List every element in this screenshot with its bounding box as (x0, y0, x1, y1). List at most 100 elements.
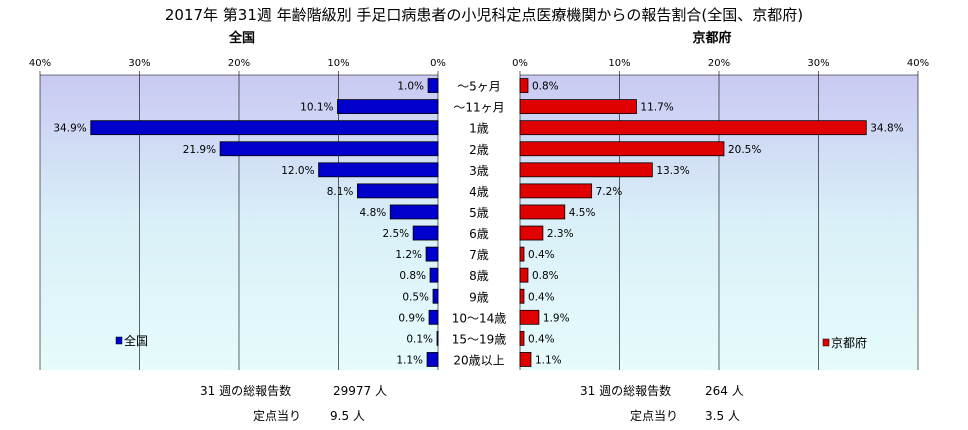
right-bar (519, 99, 637, 115)
left-data-label: 21.9% (183, 144, 216, 156)
right-data-label: 0.4% (528, 333, 555, 345)
national-per-site-label: 定点当り (253, 408, 301, 423)
right-bar (519, 183, 593, 199)
right-tick-label: 10% (608, 58, 630, 69)
category-label: 20歳以上 (453, 353, 504, 367)
right-tick-label: 30% (807, 58, 829, 69)
left-data-label: 1.0% (397, 81, 424, 93)
left-panel-title: 全国 (228, 30, 255, 46)
national-reports-label: 31 週の総報告数 (200, 383, 291, 398)
right-tick-label: 40% (907, 58, 929, 69)
category-label: 7歳 (469, 248, 489, 262)
right-panel-title: 京都府 (692, 30, 731, 46)
left-data-label: 0.9% (398, 312, 425, 324)
right-bar (519, 120, 867, 136)
right-data-label: 1.9% (543, 312, 570, 324)
right-bar (519, 204, 566, 220)
left-bar (436, 330, 439, 346)
right-bar (519, 141, 725, 157)
left-data-label: 0.5% (402, 291, 429, 303)
category-labels: ～5ヶ月 ～11ヶ月 1歳 2歳 3歳 4歳 5歳 6歳 7歳 8歳 9歳 10～14歳 15～19歳 2… (452, 80, 507, 368)
right-bar (519, 288, 525, 304)
left-data-label: 34.9% (53, 123, 86, 135)
right-data-label: 0.4% (528, 249, 555, 261)
right-data-label: 34.8% (870, 123, 903, 135)
left-data-label: 4.8% (360, 207, 387, 219)
kyoto-reports-value: 264 人 (705, 384, 744, 398)
right-bar (519, 78, 529, 93)
left-legend-label: 全国 (124, 333, 148, 348)
category-label: 5歳 (469, 206, 489, 220)
right-data-label: 7.2% (596, 186, 623, 198)
right-tick-labels: 0% 10% 20% 30% 40% (512, 58, 929, 69)
left-bar (425, 246, 439, 262)
left-bar (412, 225, 439, 241)
right-data-label: 0.4% (528, 291, 555, 303)
right-data-label: 0.8% (532, 81, 559, 93)
right-data-label: 2.3% (547, 228, 574, 240)
left-bar (427, 78, 439, 93)
left-bar (432, 288, 439, 304)
category-label: ～5ヶ月 (457, 80, 501, 94)
right-bar (519, 309, 540, 325)
right-data-label: 20.5% (728, 144, 761, 156)
left-bars (90, 78, 439, 367)
category-label: 2歳 (469, 143, 489, 157)
right-bar (519, 267, 529, 283)
right-bar (519, 246, 525, 262)
left-bar (389, 204, 439, 220)
right-bar (519, 225, 544, 241)
footer-kyoto: 31 週の総報告数 264 人 定点当り 3.5 人 (580, 383, 744, 423)
left-bar (428, 309, 439, 325)
right-bar (519, 352, 532, 367)
left-data-label: 1.1% (396, 354, 423, 366)
left-data-label: 12.0% (281, 165, 314, 177)
category-label: 9歳 (469, 290, 489, 304)
chart-title: 2017年 第31週 年齢階級別 手足口病患者の小児科定点医療機関からの報告割合… (165, 6, 803, 24)
right-data-label: 0.8% (532, 270, 559, 282)
left-data-label: 0.1% (406, 333, 433, 345)
right-bar (519, 330, 525, 346)
right-tick-label: 20% (708, 58, 730, 69)
category-label: 6歳 (469, 227, 489, 241)
footer-national: 31 週の総報告数 29977 人 定点当り 9.5 人 (200, 383, 387, 423)
right-data-labels: 0.8% 11.7% 34.8% 20.5% 13.3% 7.2%4.5% 2.3% 0.4%… (528, 81, 904, 367)
left-bar (337, 99, 439, 115)
left-tick-label: 40% (29, 58, 51, 69)
right-data-label: 4.5% (569, 207, 596, 219)
left-data-labels: 1.0% 10.1% 34.9% 21.9% 12.0% 8.1% 4.8% 2.5% 1.2%… (53, 81, 433, 367)
right-data-label: 1.1% (535, 354, 562, 366)
right-bar (519, 162, 653, 178)
national-per-site-value: 9.5 人 (330, 409, 365, 423)
left-bar (429, 267, 439, 283)
kyoto-per-site-value: 3.5 人 (705, 409, 740, 423)
left-bar (219, 141, 439, 157)
left-bar (357, 183, 439, 199)
left-tick-label: 20% (228, 58, 250, 69)
left-data-label: 8.1% (327, 186, 354, 198)
left-bar (318, 162, 439, 178)
right-legend-label: 京都府 (831, 335, 867, 350)
right-legend-swatch (822, 338, 830, 347)
left-tick-label: 10% (327, 58, 349, 69)
category-label: 3歳 (469, 164, 489, 178)
category-label: 8歳 (469, 269, 489, 283)
right-panel: 0% 10% 20% 30% 40% 0.8% 11.7% 34.8% 20.5% 13.3% 7… (512, 58, 929, 370)
category-label: 15～19歳 (452, 332, 507, 346)
category-label: 1歳 (469, 122, 489, 136)
left-tick-labels: 40% 30% 20% 10% 0% (29, 58, 446, 69)
left-data-label: 2.5% (382, 228, 409, 240)
left-bar (90, 120, 439, 136)
left-tick-label: 0% (430, 58, 446, 69)
left-data-label: 0.8% (399, 270, 426, 282)
left-legend-swatch (115, 336, 123, 345)
right-data-label: 13.3% (656, 165, 689, 177)
right-data-label: 11.7% (640, 102, 673, 114)
kyoto-reports-label: 31 週の総報告数 (580, 383, 671, 398)
kyoto-per-site-label: 定点当り (630, 408, 678, 423)
right-bars (519, 78, 867, 367)
left-data-label: 10.1% (300, 102, 333, 114)
left-panel: 40% 30% 20% 10% 0% 1.0% 10.1% 34.9% 21.9% 12.0% 8… (29, 58, 446, 370)
right-tick-label: 0% (512, 58, 528, 69)
